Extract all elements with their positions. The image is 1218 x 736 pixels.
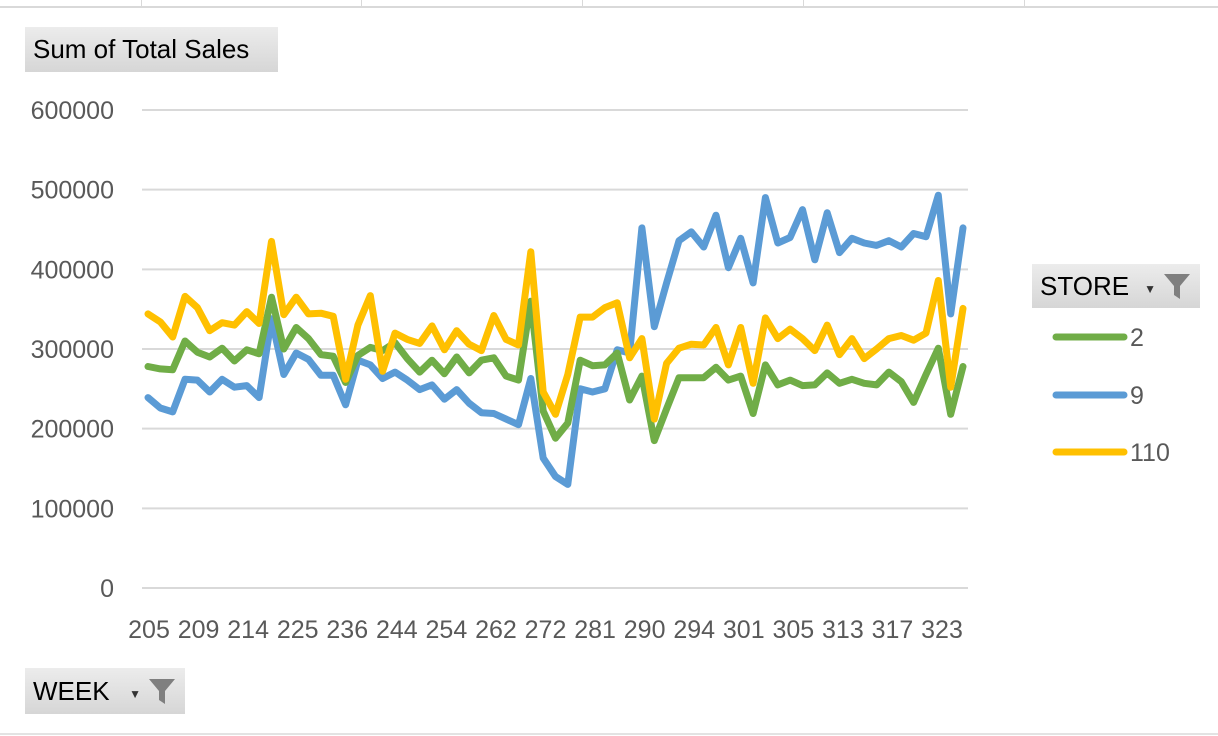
chevron-down-icon: ▼: [129, 687, 141, 701]
week-axis-field-button[interactable]: WEEK ▼: [25, 668, 185, 714]
x-tick-label: 323: [921, 616, 963, 644]
column-divider: [582, 0, 583, 6]
store-legend-field-button[interactable]: STORE ▼: [1032, 264, 1200, 308]
column-divider: [803, 0, 804, 6]
x-tick-label: 301: [723, 616, 765, 644]
x-tick-label: 214: [227, 616, 269, 644]
y-tick-label: 400000: [31, 256, 114, 284]
y-tick-label: 500000: [31, 177, 114, 205]
x-tick-label: 313: [822, 616, 864, 644]
x-tick-label: 244: [376, 616, 418, 644]
legend: 2 9 110: [1052, 324, 1170, 467]
x-tick-label: 294: [673, 616, 715, 644]
value-field-button[interactable]: Sum of Total Sales: [25, 27, 278, 72]
x-tick-label: 225: [277, 616, 319, 644]
x-tick-label: 305: [772, 616, 814, 644]
y-tick-label: 300000: [31, 336, 114, 364]
series-line-2: [144, 293, 967, 445]
y-tick-label: 600000: [31, 97, 114, 125]
store-field-label: STORE: [1040, 270, 1130, 301]
legend-label-2: 2: [1130, 324, 1144, 352]
x-axis-tick-labels: 205 209 214 225 236 244 254 262 272 281 290 294 301 3…: [128, 616, 963, 644]
column-divider: [1024, 0, 1025, 6]
week-field-label: WEEK: [33, 675, 110, 706]
x-tick-label: 209: [178, 616, 220, 644]
store-filter-control[interactable]: ▼: [1144, 271, 1192, 301]
funnel-icon: [1164, 274, 1190, 299]
legend-label-110: 110: [1130, 439, 1170, 467]
chevron-down-icon: ▼: [1144, 282, 1156, 296]
funnel-icon: [149, 679, 175, 704]
sheet-column-grid: [0, 0, 1218, 8]
x-tick-label: 281: [574, 616, 616, 644]
x-tick-label: 272: [525, 616, 567, 644]
legend-label-9: 9: [1130, 382, 1144, 410]
x-tick-label: 290: [624, 616, 666, 644]
value-field-label: Sum of Total Sales: [33, 34, 250, 64]
x-tick-label: 205: [128, 616, 170, 644]
y-tick-label: 100000: [31, 495, 114, 523]
x-tick-label: 317: [872, 616, 914, 644]
sheet-row-border: [0, 733, 1218, 735]
column-divider: [141, 0, 142, 6]
column-divider: [361, 0, 362, 6]
series-line-110: [144, 237, 967, 423]
x-tick-label: 254: [426, 616, 468, 644]
series-lines: [144, 191, 967, 488]
week-filter-control[interactable]: ▼: [129, 676, 177, 706]
y-tick-label: 200000: [31, 416, 114, 444]
series-line-9: [144, 191, 967, 488]
y-axis-tick-labels: 0 100000 200000 300000 400000 500000 600000: [31, 97, 114, 603]
x-tick-label: 236: [326, 616, 368, 644]
x-tick-label: 262: [475, 616, 517, 644]
y-tick-label: 0: [100, 575, 114, 603]
